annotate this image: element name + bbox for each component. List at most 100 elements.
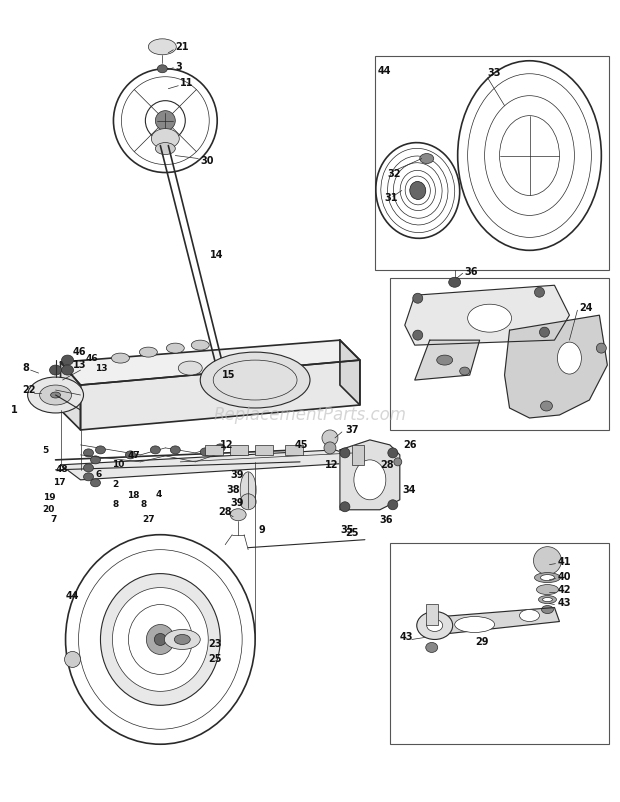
Ellipse shape — [534, 573, 560, 582]
Text: 32: 32 — [388, 168, 401, 179]
Ellipse shape — [154, 634, 166, 646]
Text: 14: 14 — [210, 250, 224, 261]
Ellipse shape — [541, 606, 554, 614]
Ellipse shape — [354, 460, 386, 500]
Text: 2: 2 — [112, 480, 118, 489]
Ellipse shape — [322, 430, 338, 446]
Ellipse shape — [536, 585, 559, 594]
Polygon shape — [81, 360, 360, 430]
Ellipse shape — [394, 458, 402, 466]
Ellipse shape — [151, 128, 179, 148]
Bar — [390, 278, 609, 430]
Text: 36: 36 — [380, 515, 393, 525]
Text: 8: 8 — [23, 363, 30, 373]
Text: 7: 7 — [51, 515, 57, 525]
Polygon shape — [340, 440, 400, 510]
Ellipse shape — [157, 65, 167, 73]
Ellipse shape — [51, 392, 61, 398]
Text: 13: 13 — [95, 363, 108, 373]
Ellipse shape — [61, 355, 74, 365]
Ellipse shape — [557, 342, 582, 374]
Ellipse shape — [539, 327, 549, 337]
Text: 25: 25 — [345, 528, 358, 537]
Text: 45: 45 — [295, 440, 309, 450]
Ellipse shape — [230, 508, 246, 520]
Polygon shape — [405, 286, 569, 345]
Text: 28: 28 — [218, 507, 232, 516]
Ellipse shape — [449, 277, 461, 287]
Ellipse shape — [413, 330, 423, 340]
Text: 6: 6 — [95, 470, 102, 480]
Text: 1: 1 — [11, 405, 17, 415]
Bar — [390, 543, 609, 744]
Bar — [230, 445, 248, 455]
Ellipse shape — [146, 625, 174, 654]
Text: 27: 27 — [143, 515, 155, 525]
Polygon shape — [415, 340, 480, 380]
Bar — [426, 604, 438, 626]
Ellipse shape — [113, 69, 217, 172]
Ellipse shape — [413, 294, 423, 303]
Ellipse shape — [417, 612, 453, 639]
Text: 36: 36 — [464, 267, 478, 277]
Text: 43: 43 — [557, 597, 571, 608]
Ellipse shape — [28, 377, 84, 413]
Ellipse shape — [156, 143, 175, 155]
Text: 24: 24 — [580, 303, 593, 314]
Text: 44: 44 — [66, 590, 79, 601]
Ellipse shape — [145, 101, 185, 140]
Text: 15: 15 — [222, 370, 236, 380]
Text: 41: 41 — [557, 557, 571, 567]
Ellipse shape — [91, 479, 100, 487]
Ellipse shape — [388, 448, 398, 458]
Text: 8: 8 — [140, 500, 147, 509]
Ellipse shape — [459, 367, 469, 375]
Ellipse shape — [533, 547, 562, 574]
Text: 31: 31 — [385, 193, 398, 204]
Ellipse shape — [170, 446, 180, 454]
Ellipse shape — [541, 574, 554, 581]
Ellipse shape — [179, 361, 202, 375]
Ellipse shape — [50, 365, 61, 375]
Text: 37: 37 — [345, 425, 358, 435]
Text: 8: 8 — [112, 500, 118, 509]
Text: 12: 12 — [325, 460, 339, 470]
Text: 18: 18 — [127, 492, 140, 500]
Ellipse shape — [427, 619, 443, 631]
Bar — [285, 445, 303, 455]
Ellipse shape — [410, 181, 426, 200]
Ellipse shape — [215, 444, 225, 452]
Text: 4: 4 — [156, 490, 162, 500]
Ellipse shape — [340, 448, 350, 458]
Ellipse shape — [520, 610, 539, 622]
Ellipse shape — [64, 651, 81, 667]
Ellipse shape — [148, 38, 176, 55]
Ellipse shape — [458, 61, 601, 250]
Ellipse shape — [454, 617, 495, 633]
Ellipse shape — [420, 153, 434, 164]
Text: 29: 29 — [476, 638, 489, 647]
Bar — [375, 56, 609, 270]
Text: 3: 3 — [175, 62, 182, 71]
Text: 33: 33 — [487, 67, 501, 78]
Bar — [205, 445, 223, 455]
Bar — [352, 445, 364, 465]
Text: 35: 35 — [340, 525, 353, 535]
Ellipse shape — [436, 355, 453, 365]
Text: 23: 23 — [208, 639, 222, 650]
Bar — [255, 445, 273, 455]
Ellipse shape — [128, 605, 192, 674]
Ellipse shape — [191, 340, 209, 350]
Ellipse shape — [174, 634, 190, 645]
Ellipse shape — [40, 385, 71, 405]
Text: 47: 47 — [127, 452, 140, 460]
Text: 28: 28 — [380, 460, 394, 470]
Ellipse shape — [100, 573, 220, 705]
Text: 30: 30 — [200, 156, 214, 165]
Ellipse shape — [324, 442, 336, 454]
Text: 40: 40 — [557, 572, 571, 581]
Ellipse shape — [200, 448, 210, 456]
Text: 22: 22 — [23, 385, 36, 395]
Text: 20: 20 — [43, 505, 55, 514]
Text: 21: 21 — [175, 42, 189, 52]
